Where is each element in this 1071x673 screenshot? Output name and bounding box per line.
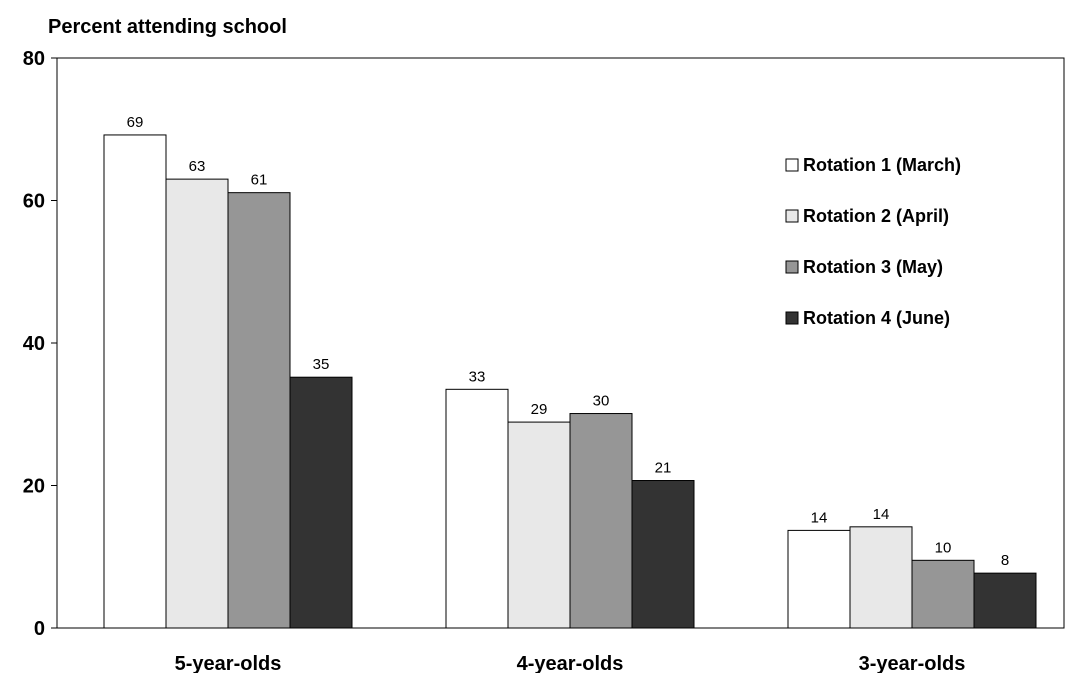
bar	[165, 178, 229, 629]
data-label: 69	[127, 114, 144, 131]
legend-item: Rotation 3 (May)	[785, 257, 943, 277]
legend-label: Rotation 2 (April)	[803, 206, 949, 226]
bars: 69 63 61 35 33 29 30 21 14 14 10 8	[103, 114, 1037, 629]
bar	[227, 192, 291, 629]
bar	[973, 572, 1037, 629]
legend: Rotation 1 (March) Rotation 2 (April) Rota…	[785, 155, 961, 328]
bar	[445, 388, 509, 629]
legend-swatch	[785, 158, 799, 172]
y-axis-label: Percent attending school	[48, 16, 287, 38]
bar	[911, 559, 975, 629]
legend-label: Rotation 4 (June)	[803, 308, 950, 328]
y-tick-label: 20	[23, 476, 45, 498]
data-label: 61	[251, 172, 268, 189]
data-label: 10	[935, 539, 952, 556]
data-label: 30	[593, 393, 610, 410]
x-tick-label: 5-year-olds	[175, 653, 282, 673]
data-label: 21	[655, 460, 672, 477]
legend-item: Rotation 2 (April)	[785, 206, 949, 226]
y-tick-label: 0	[34, 618, 45, 640]
legend-label: Rotation 1 (March)	[803, 155, 961, 175]
bar	[787, 529, 851, 629]
y-tick-label: 80	[23, 48, 45, 70]
legend-item: Rotation 1 (March)	[785, 155, 961, 175]
legend-label: Rotation 3 (May)	[803, 257, 943, 277]
data-label: 8	[1001, 552, 1009, 569]
y-tick-label: 60	[23, 191, 45, 213]
x-tick-label: 3-year-olds	[859, 653, 966, 673]
bar	[103, 134, 167, 629]
data-label: 63	[189, 158, 206, 175]
x-tick-label: 4-year-olds	[517, 653, 624, 673]
bar	[289, 376, 353, 629]
bar	[849, 526, 913, 629]
bar-group: 69 63 61 35	[103, 114, 353, 629]
legend-swatch	[785, 311, 799, 325]
bar	[631, 480, 695, 629]
legend-swatch	[785, 209, 799, 223]
data-label: 29	[531, 401, 548, 418]
bar-group: 14 14 10 8	[787, 506, 1037, 629]
bar	[569, 413, 633, 629]
y-tick-label: 40	[23, 333, 45, 355]
data-label: 14	[873, 506, 890, 523]
bar	[507, 421, 571, 629]
data-label: 35	[313, 356, 330, 373]
data-label: 14	[811, 509, 828, 526]
axes: 0 20 40 60 80 5-year-olds 4-year-olds 3-year-ol…	[23, 48, 1065, 673]
bar-group: 33 29 30 21	[445, 368, 695, 629]
legend-swatch	[785, 260, 799, 274]
legend-item: Rotation 4 (June)	[785, 308, 950, 328]
data-label: 33	[469, 368, 486, 385]
